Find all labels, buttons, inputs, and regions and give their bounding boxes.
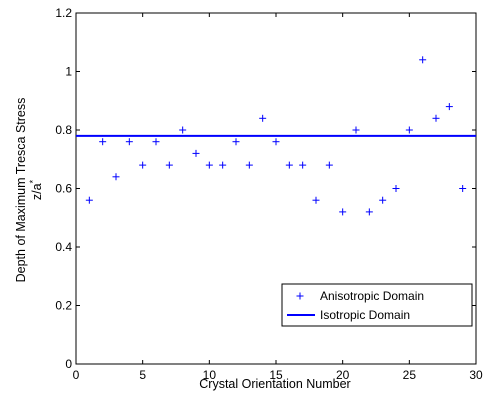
data-point: [245, 161, 253, 169]
data-point: [152, 138, 160, 146]
data-point: [125, 138, 133, 146]
x-axis: 0 5 10 15 20 25 30: [73, 13, 483, 382]
data-point: [112, 173, 120, 181]
x-tick-label: 0: [73, 368, 80, 382]
data-point: [85, 196, 93, 204]
data-point: [339, 208, 347, 216]
x-tick-label: 25: [403, 368, 417, 382]
y-tick-label: 0: [65, 357, 72, 371]
y-axis-subtitle-main: z/a: [30, 183, 44, 200]
legend-marker-anisotropic: [296, 292, 304, 300]
x-tick-label: 10: [203, 368, 217, 382]
data-point: [365, 208, 373, 216]
data-point: [419, 56, 427, 64]
data-point: [325, 161, 333, 169]
data-point: [352, 126, 360, 134]
data-point: [259, 114, 267, 122]
data-point: [405, 126, 413, 134]
legend-label-anisotropic: Anisotropic Domain: [320, 289, 424, 303]
y-axis-subtitle-sup: *: [28, 179, 38, 183]
y-axis-title: Depth of Maximum Tresca Stress: [14, 98, 28, 283]
legend: Anisotropic Domain Isotropic Domain: [281, 283, 473, 327]
data-point: [192, 149, 200, 157]
data-point: [232, 138, 240, 146]
legend-box: [281, 283, 473, 327]
y-tick-label: 1.2: [55, 6, 72, 20]
data-point: [379, 196, 387, 204]
data-point: [219, 161, 227, 169]
data-point: [285, 161, 293, 169]
data-point: [205, 161, 213, 169]
x-axis-title: Crystal Orientation Number: [199, 377, 350, 391]
data-point: [445, 103, 453, 111]
x-tick-label: 5: [139, 368, 146, 382]
data-point: [299, 161, 307, 169]
data-point: [272, 138, 280, 146]
data-point: [179, 126, 187, 134]
y-tick-label: 0.8: [55, 123, 72, 137]
x-tick-label: 20: [336, 368, 350, 382]
y-tick-label: 0.6: [55, 182, 72, 196]
data-point: [392, 185, 400, 192]
y-axis-subtitle: z/a*: [28, 179, 44, 200]
data-point: [165, 161, 173, 169]
y-axis: 0 0.2 0.4 0.6 0.8 1 1.2: [55, 6, 476, 371]
y-tick-label: 1: [65, 65, 72, 79]
data-point: [139, 161, 147, 169]
x-tick-label: 15: [269, 368, 283, 382]
data-point: [432, 114, 440, 122]
data-point: [312, 196, 320, 204]
data-point: [99, 138, 107, 146]
legend-label-isotropic: Isotropic Domain: [320, 308, 410, 322]
data-point: [459, 185, 467, 192]
x-tick-label: 30: [469, 368, 483, 382]
y-tick-label: 0.2: [55, 299, 72, 313]
series-group: [76, 56, 476, 216]
y-tick-label: 0.4: [55, 240, 72, 254]
